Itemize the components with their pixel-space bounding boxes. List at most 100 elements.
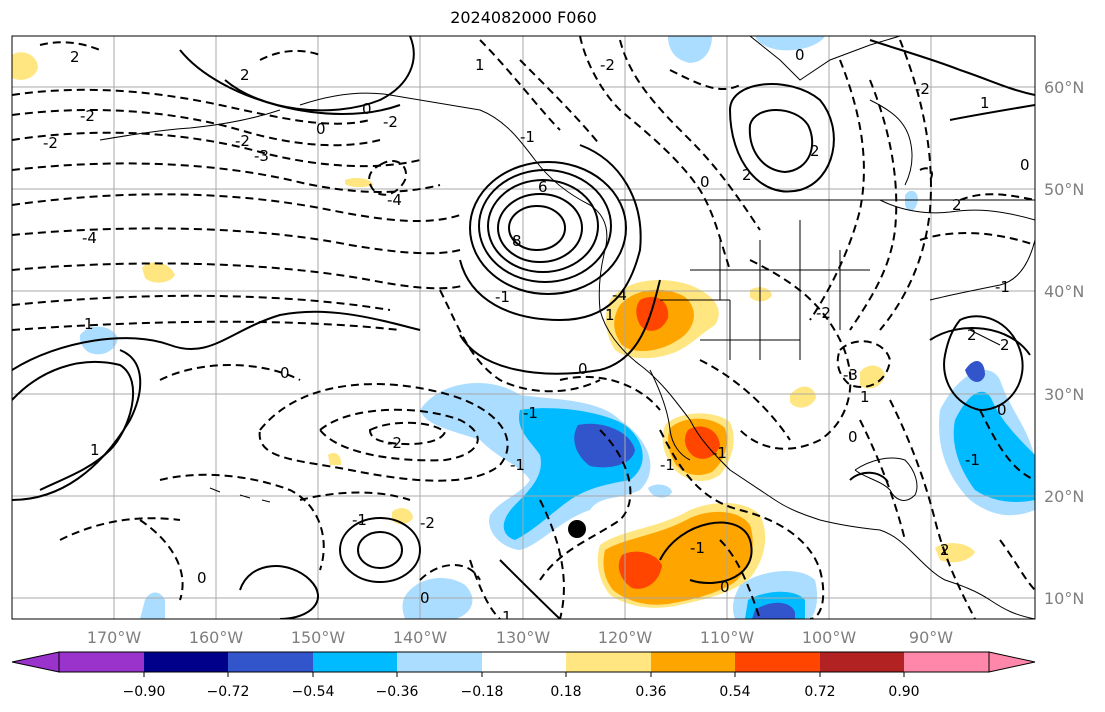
lon-tick-label: 170°W <box>87 628 142 647</box>
colorbar-extend-low <box>11 651 60 673</box>
solid-contours <box>12 36 1035 619</box>
neg-shade-mid-se <box>953 391 1035 502</box>
colorbar-label: 0.90 <box>888 684 919 700</box>
contour-label: 0 <box>848 428 858 446</box>
contour-label: -1 <box>495 288 510 306</box>
neg-shade-top <box>668 36 712 63</box>
contour-label: 0 <box>1020 156 1030 174</box>
neg-shade-small3 <box>140 592 165 619</box>
contour-label: -2 <box>600 56 615 74</box>
lat-tick-label: 40°N <box>1044 282 1084 301</box>
contour-label: -2 <box>235 132 250 150</box>
contour-label: 0 <box>795 46 805 64</box>
contour-label: -1 <box>352 511 367 529</box>
map-title: 2024082000 F060 <box>450 8 597 27</box>
contour-label: 6 <box>538 178 548 196</box>
neg-shade-small4 <box>905 190 918 212</box>
colorbar-swatch <box>482 652 566 672</box>
contour-label: -4 <box>612 286 627 304</box>
lon-tick-label: 150°W <box>291 628 346 647</box>
contour-label: -2 <box>816 304 831 322</box>
contour-label: -2 <box>387 434 402 452</box>
lat-tick-label: 10°N <box>1044 589 1084 608</box>
contour-label: 0 <box>720 578 730 596</box>
neg-shade-gulf-dark <box>965 360 985 382</box>
contour-label: 0 <box>700 173 710 191</box>
contour-label: -3 <box>254 147 269 165</box>
latitude-axis: 60°N 50°N 40°N 30°N 20°N 10°N <box>1044 78 1084 608</box>
lon-tick-label: 100°W <box>802 628 857 647</box>
pos-shade-small4 <box>790 386 816 408</box>
contour-label: -4 <box>82 229 97 247</box>
contour-label: -2 <box>43 134 58 152</box>
contour-label: 1 <box>605 306 615 324</box>
lon-tick-label: 130°W <box>496 628 551 647</box>
contour-label: -1 <box>523 404 538 422</box>
contour-label: 0 <box>197 569 207 587</box>
contour-label: 2 <box>1000 336 1010 354</box>
contour-label: 2 <box>967 326 977 344</box>
colorbar-swatch <box>313 652 397 672</box>
contour-label: 1 <box>502 608 512 626</box>
colorbar-label: −0.18 <box>461 684 504 700</box>
pos-shade-small5 <box>860 365 885 389</box>
lon-tick-label: 160°W <box>189 628 244 647</box>
lat-tick-label: 60°N <box>1044 78 1084 97</box>
colorbar-label: 0.72 <box>804 684 835 700</box>
contour-label: 0 <box>420 589 430 607</box>
pos-shade-small6 <box>935 543 975 563</box>
pos-shade-red-ca <box>636 296 669 331</box>
contour-label: 1 <box>980 94 990 112</box>
coastlines <box>99 36 1035 619</box>
dashed-contours <box>12 36 1035 619</box>
contour-label: 2 <box>70 48 80 66</box>
contour-label: -1 <box>660 456 675 474</box>
colorbar-swatch <box>651 652 735 672</box>
contour-label: -1 <box>690 539 705 557</box>
lat-tick-label: 50°N <box>1044 180 1084 199</box>
colorbar-swatch <box>904 652 989 672</box>
lat-tick-label: 20°N <box>1044 487 1084 506</box>
contour-label: -2 <box>420 514 435 532</box>
colorbar-label: −0.54 <box>292 684 335 700</box>
contour-labels: 2 -2 -2 -2 2 -3 0 0 -2 0 0 2 1 -4 -4 -1 … <box>43 46 1030 626</box>
neg-shade-small5 <box>648 484 672 498</box>
contour-label: 2 <box>940 541 950 559</box>
colorbar-swatch <box>228 652 313 672</box>
plot-area: 2 -2 -2 -2 2 -3 0 0 -2 0 0 2 1 -4 -4 -1 … <box>12 36 1035 626</box>
lat-tick-label: 30°N <box>1044 385 1084 404</box>
contour-label: -2 <box>383 113 398 131</box>
contour-label: 0 <box>316 120 326 138</box>
lon-tick-label: 140°W <box>393 628 448 647</box>
colorbar: −0.90 −0.72 −0.54 −0.36 −0.18 0.18 0.36 … <box>11 651 1036 700</box>
contour-label: -1 <box>520 128 535 146</box>
contour-label: 2 <box>742 166 752 184</box>
colorbar-label: 0.54 <box>719 684 750 700</box>
contour-label: 0 <box>362 100 372 118</box>
contour-label: -1 <box>995 278 1010 296</box>
contour-label: 2 <box>810 142 820 160</box>
contour-label: 2 <box>240 66 250 84</box>
colorbar-label: 0.36 <box>635 684 666 700</box>
longitude-axis: 170°W 160°W 150°W 140°W 130°W 120°W 110°… <box>87 628 953 647</box>
contour-label: -4 <box>387 191 402 209</box>
pos-shade-small9 <box>328 453 342 465</box>
plot-border <box>11 35 1036 620</box>
colorbar-swatch <box>59 652 144 672</box>
colorbar-swatch <box>735 652 820 672</box>
contour-label: 0 <box>578 360 588 378</box>
pos-shade-small2 <box>142 262 175 283</box>
contour-label: 2 <box>952 196 962 214</box>
colorbar-label: −0.36 <box>376 684 419 700</box>
contour-label: 0 <box>280 364 290 382</box>
colorbar-label: 0.18 <box>550 684 581 700</box>
colorbar-label: −0.72 <box>207 684 250 700</box>
neg-shade-top2 <box>755 36 825 51</box>
contour-label: -3 <box>843 366 858 384</box>
contour-label: 1 <box>475 56 485 74</box>
contour-label: 1 <box>84 315 94 333</box>
contour-label: 1 <box>860 388 870 406</box>
lon-tick-label: 110°W <box>700 628 755 647</box>
black-dot-marker <box>568 520 586 538</box>
